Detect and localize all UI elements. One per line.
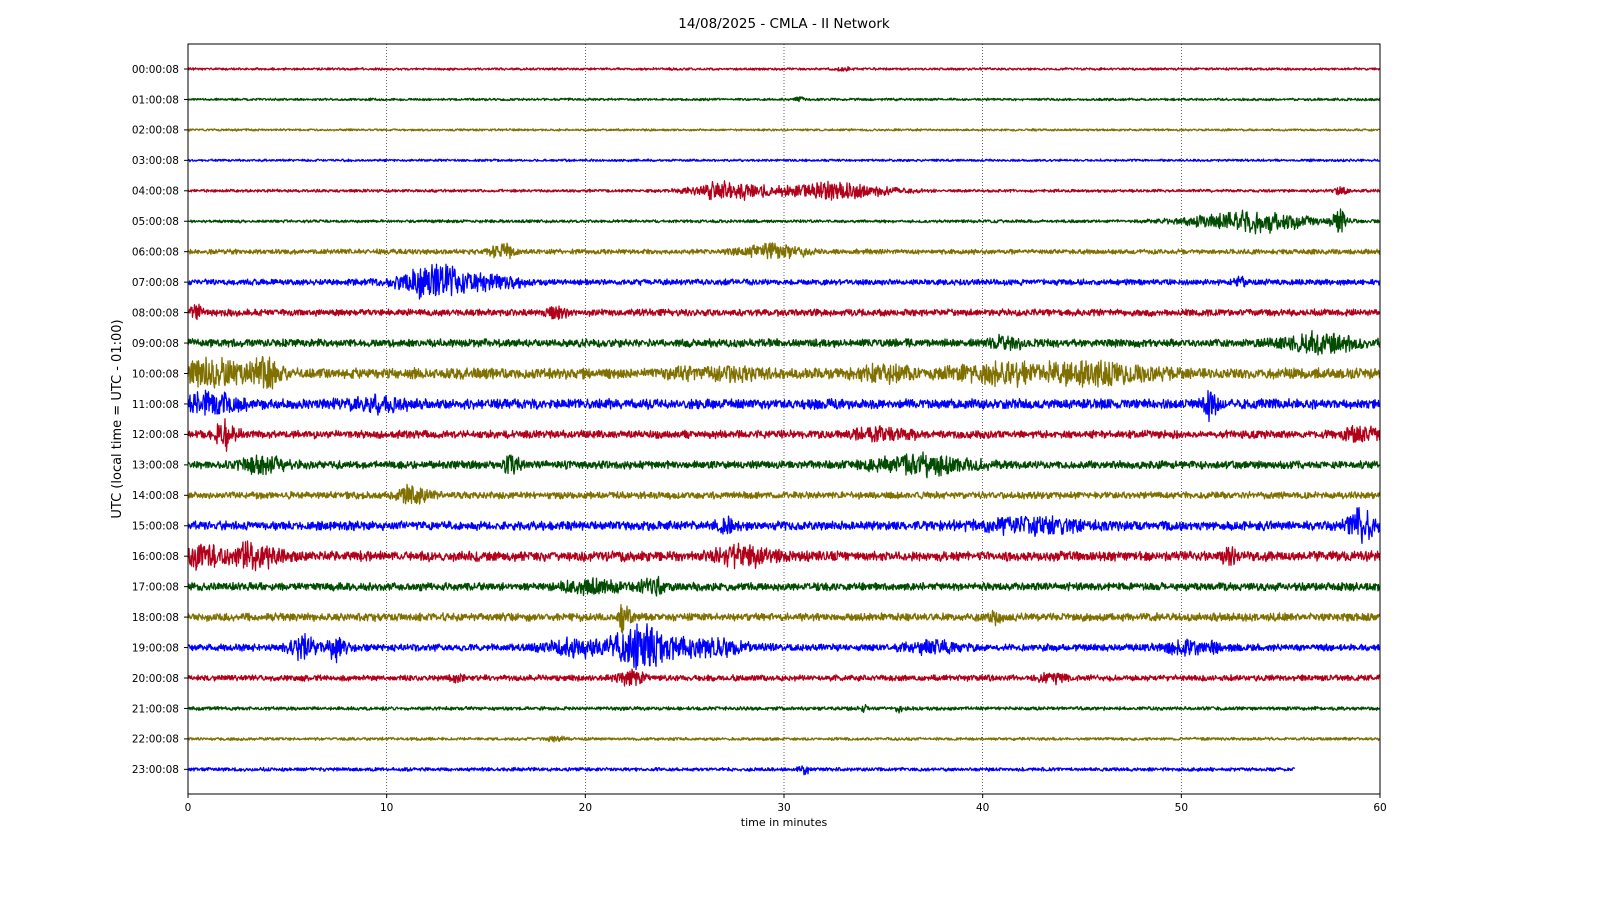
- y-tick-label: 05:00:08: [132, 216, 179, 228]
- trace-02-00-08: [187, 128, 1381, 132]
- y-tick-label: 12:00:08: [132, 429, 179, 441]
- trace-06-00-08: [187, 242, 1381, 260]
- y-tick-label: 07:00:08: [132, 277, 179, 289]
- x-tick-label: 50: [1175, 802, 1188, 814]
- x-tick-label: 20: [579, 802, 592, 814]
- y-tick-label: 18:00:08: [132, 612, 179, 624]
- seismic-traces: [187, 66, 1381, 776]
- trace-03-00-08: [187, 158, 1381, 163]
- y-tick-label: 09:00:08: [132, 338, 179, 350]
- y-tick-label: 19:00:08: [132, 642, 179, 654]
- trace-16-00-08: [187, 540, 1381, 572]
- x-tick-label: 30: [777, 802, 790, 814]
- y-tick-label: 21:00:08: [132, 703, 179, 715]
- trace-14-00-08: [187, 483, 1381, 505]
- trace-04-00-08: [187, 180, 1381, 202]
- trace-05-00-08: [187, 208, 1381, 235]
- chart-title: 14/08/2025 - CMLA - II Network: [678, 16, 890, 32]
- trace-08-00-08: [187, 303, 1381, 321]
- trace-09-00-08: [187, 330, 1381, 356]
- trace-22-00-08: [187, 735, 1381, 743]
- x-axis-ticks: 0 10 20 30 40 50 60: [185, 794, 1387, 814]
- trace-20-00-08: [187, 668, 1381, 687]
- trace-11-00-08: [187, 389, 1381, 423]
- trace-13-00-08: [187, 451, 1381, 479]
- y-tick-label: 02:00:08: [132, 125, 179, 137]
- grid-lines: [386, 44, 1182, 794]
- trace-21-00-08: [187, 703, 1381, 714]
- x-tick-label: 40: [976, 802, 989, 814]
- y-tick-label: 04:00:08: [132, 186, 179, 198]
- trace-15-00-08: [187, 507, 1381, 545]
- trace-01-00-08: [187, 96, 1381, 103]
- trace-23-00-08: [187, 765, 1296, 776]
- trace-18-00-08: [187, 604, 1381, 634]
- y-tick-label: 15:00:08: [132, 521, 179, 533]
- trace-07-00-08: [187, 263, 1381, 300]
- x-tick-label: 10: [380, 802, 393, 814]
- trace-00-00-08: [187, 66, 1381, 72]
- y-tick-label: 08:00:08: [132, 307, 179, 319]
- y-tick-label: 16:00:08: [132, 551, 179, 563]
- y-tick-label: 10:00:08: [132, 368, 179, 380]
- y-tick-label: 14:00:08: [132, 490, 179, 502]
- y-tick-label: 03:00:08: [132, 155, 179, 167]
- y-tick-label: 06:00:08: [132, 247, 179, 259]
- x-tick-label: 60: [1373, 802, 1386, 814]
- y-tick-label: 00:00:08: [132, 64, 179, 76]
- y-tick-label: 13:00:08: [132, 460, 179, 472]
- trace-12-00-08: [187, 418, 1381, 452]
- trace-17-00-08: [187, 575, 1381, 597]
- x-tick-label: 0: [185, 802, 192, 814]
- trace-19-00-08: [187, 623, 1381, 671]
- y-tick-label: 11:00:08: [132, 399, 179, 411]
- y-axis-ticks: 00:00:08 01:00:08 02:00:08 03:00:08 04:00:08…: [132, 64, 188, 776]
- trace-10-00-08: [187, 355, 1381, 390]
- y-tick-label: 01:00:08: [132, 94, 179, 106]
- y-tick-label: 20:00:08: [132, 673, 179, 685]
- x-axis-label: time in minutes: [741, 816, 828, 829]
- y-tick-label: 17:00:08: [132, 581, 179, 593]
- y-tick-label: 23:00:08: [132, 764, 179, 776]
- y-axis-label: UTC (local time = UTC - 01:00): [110, 319, 125, 518]
- y-tick-label: 22:00:08: [132, 734, 179, 746]
